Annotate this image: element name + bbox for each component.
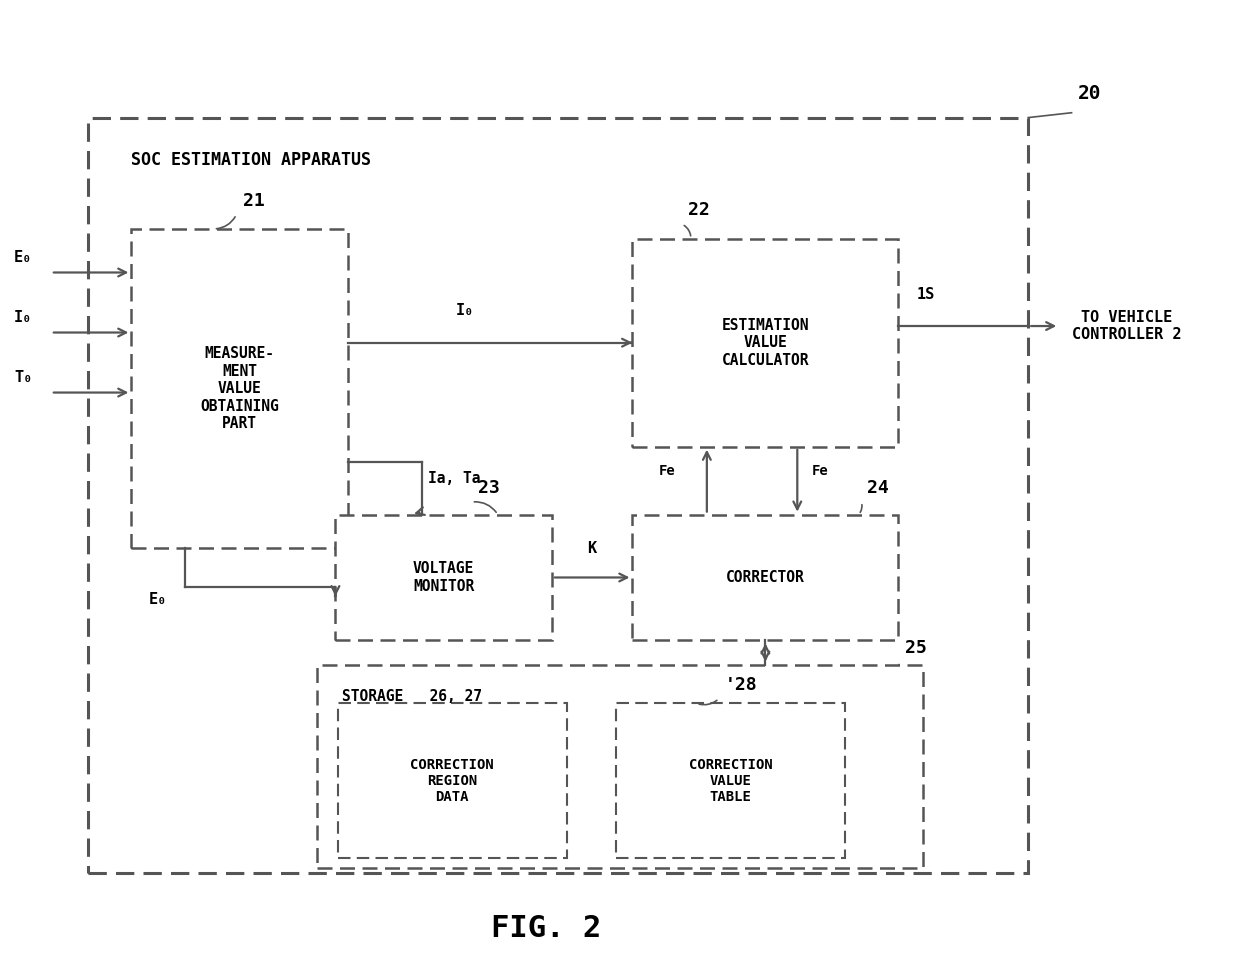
Bar xyxy=(632,239,898,447)
Text: TO VEHICLE
CONTROLLER 2: TO VEHICLE CONTROLLER 2 xyxy=(1071,310,1180,342)
Text: FIG. 2: FIG. 2 xyxy=(491,915,601,944)
Bar xyxy=(616,703,846,858)
Bar xyxy=(336,515,552,641)
Text: ESTIMATION
VALUE
CALCULATOR: ESTIMATION VALUE CALCULATOR xyxy=(722,318,810,368)
Text: 21: 21 xyxy=(243,191,264,210)
Text: CORRECTION
VALUE
TABLE: CORRECTION VALUE TABLE xyxy=(689,757,773,804)
Text: I₀: I₀ xyxy=(14,310,32,324)
Text: CORRECTION
REGION
DATA: CORRECTION REGION DATA xyxy=(410,757,495,804)
Text: MEASURE-
MENT
VALUE
OBTAINING
PART: MEASURE- MENT VALUE OBTAINING PART xyxy=(200,347,279,431)
Bar xyxy=(131,229,347,549)
Text: 1S: 1S xyxy=(916,286,935,302)
Bar xyxy=(317,664,923,868)
Bar xyxy=(339,703,567,858)
Text: I₀: I₀ xyxy=(456,304,475,318)
Bar xyxy=(88,117,1028,873)
Text: 24: 24 xyxy=(868,479,889,497)
Text: K: K xyxy=(588,541,596,556)
Text: E₀: E₀ xyxy=(14,250,32,265)
Text: '28: '28 xyxy=(725,676,758,693)
Text: Ia, Ta: Ia, Ta xyxy=(428,471,481,486)
Text: VOLTAGE
MONITOR: VOLTAGE MONITOR xyxy=(413,561,475,593)
Bar xyxy=(632,515,898,641)
Text: 20: 20 xyxy=(1078,84,1101,103)
Text: 25: 25 xyxy=(904,639,926,656)
Text: T₀: T₀ xyxy=(14,370,32,385)
Text: SOC ESTIMATION APPARATUS: SOC ESTIMATION APPARATUS xyxy=(131,151,371,170)
Text: STORAGE   26, 27: STORAGE 26, 27 xyxy=(342,688,481,704)
Text: Fe: Fe xyxy=(812,464,828,478)
Text: Fe: Fe xyxy=(660,464,676,478)
Text: CORRECTOR: CORRECTOR xyxy=(725,570,805,585)
Text: 22: 22 xyxy=(688,201,709,219)
Text: 23: 23 xyxy=(477,479,500,497)
Text: E₀: E₀ xyxy=(149,592,167,607)
